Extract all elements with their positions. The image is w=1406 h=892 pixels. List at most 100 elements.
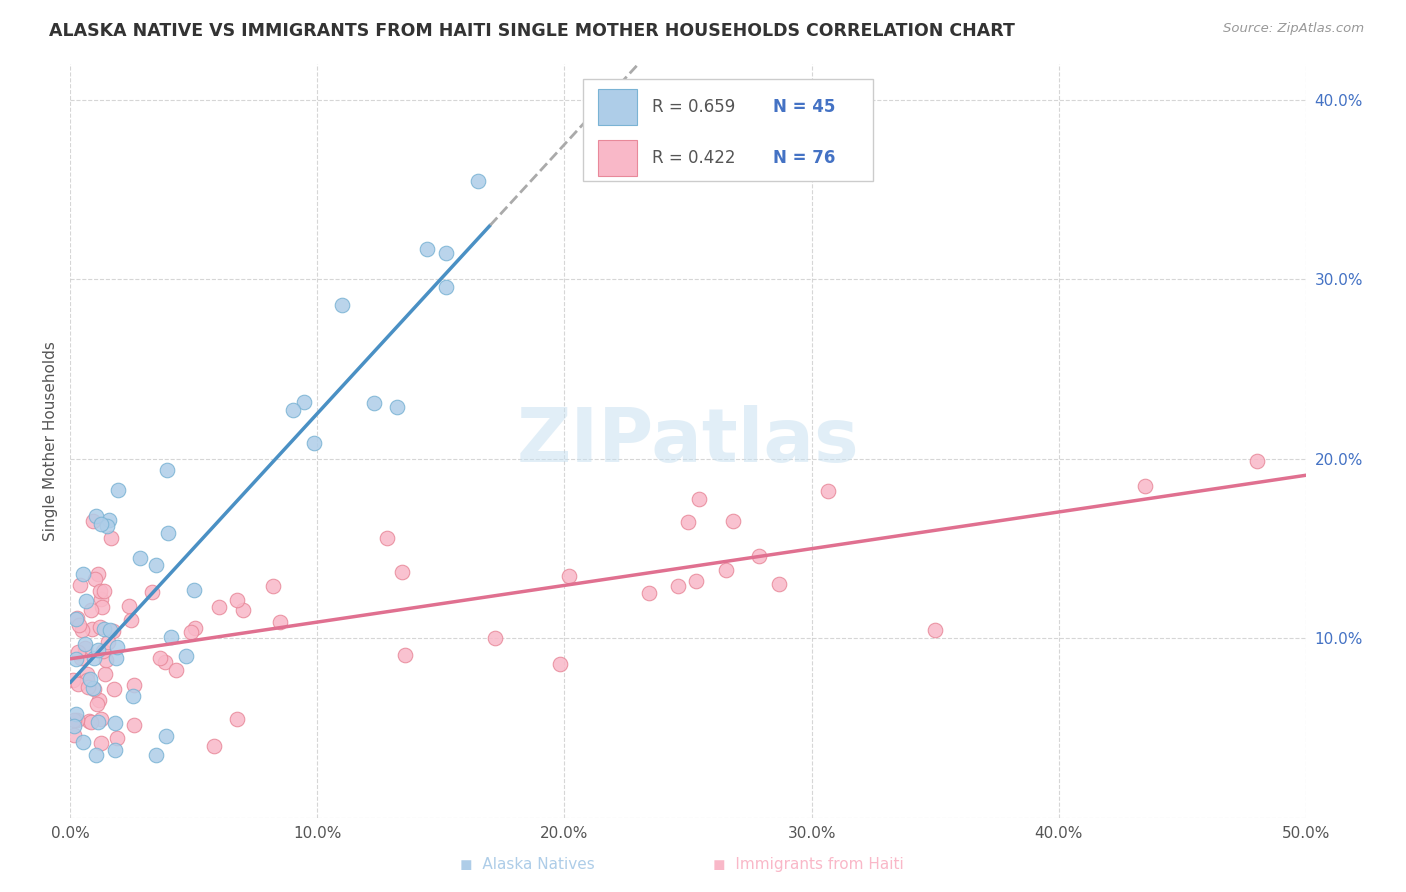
- Point: [184, 621, 207, 635]
- Point: [105, 640, 128, 654]
- Point: [120, 613, 142, 627]
- Point: [283, 403, 305, 417]
- Point: [83, 651, 105, 665]
- Point: [86, 697, 108, 711]
- Text: ALASKA NATIVE VS IMMIGRANTS FROM HAITI SINGLE MOTHER HOUSEHOLDS CORRELATION CHAR: ALASKA NATIVE VS IMMIGRANTS FROM HAITI S…: [49, 22, 1015, 40]
- FancyBboxPatch shape: [583, 79, 873, 181]
- Point: [65, 652, 87, 666]
- Point: [62, 673, 84, 687]
- Point: [817, 484, 839, 499]
- Point: [141, 585, 163, 599]
- Point: [676, 515, 699, 529]
- Point: [467, 174, 489, 188]
- Point: [118, 599, 141, 613]
- Text: N = 76: N = 76: [773, 149, 835, 167]
- Point: [76, 680, 98, 694]
- Point: [685, 574, 707, 589]
- Point: [90, 592, 112, 607]
- Point: [104, 716, 127, 731]
- Point: [768, 576, 790, 591]
- Point: [76, 667, 98, 681]
- Point: [67, 676, 90, 690]
- Point: [157, 526, 180, 541]
- Point: [69, 578, 91, 592]
- Point: [91, 599, 114, 614]
- Point: [558, 568, 581, 582]
- Point: [62, 719, 84, 733]
- Text: Source: ZipAtlas.com: Source: ZipAtlas.com: [1223, 22, 1364, 36]
- Point: [105, 731, 128, 745]
- FancyBboxPatch shape: [598, 140, 637, 176]
- Point: [65, 707, 87, 722]
- Point: [330, 298, 353, 312]
- Text: ◼  Alaska Natives: ◼ Alaska Natives: [460, 857, 595, 872]
- Point: [548, 657, 571, 672]
- Point: [96, 519, 118, 533]
- Point: [304, 436, 326, 450]
- Point: [668, 579, 690, 593]
- Point: [69, 651, 91, 665]
- Point: [93, 622, 115, 636]
- Point: [87, 643, 110, 657]
- Point: [62, 713, 84, 727]
- Point: [72, 567, 94, 582]
- Point: [122, 718, 145, 732]
- Point: [688, 491, 710, 506]
- Point: [105, 650, 128, 665]
- Point: [70, 624, 93, 638]
- Point: [394, 648, 416, 662]
- Point: [232, 602, 254, 616]
- Text: R = 0.422: R = 0.422: [652, 149, 735, 167]
- Point: [160, 630, 183, 644]
- Point: [149, 650, 172, 665]
- Point: [416, 242, 439, 256]
- Point: [101, 624, 124, 638]
- Point: [66, 611, 89, 625]
- Point: [63, 728, 86, 742]
- Point: [84, 509, 107, 524]
- Point: [90, 517, 112, 532]
- Point: [75, 637, 97, 651]
- Point: [183, 582, 205, 597]
- Point: [121, 689, 143, 703]
- Point: [226, 593, 249, 607]
- Point: [1135, 479, 1157, 493]
- Point: [292, 394, 315, 409]
- Point: [87, 567, 110, 582]
- Point: [226, 712, 249, 726]
- Point: [638, 586, 661, 600]
- Y-axis label: Single Mother Households: Single Mother Households: [44, 341, 58, 541]
- Point: [87, 715, 110, 730]
- Point: [107, 483, 129, 497]
- Point: [202, 739, 225, 754]
- Point: [84, 572, 107, 586]
- Point: [180, 625, 202, 640]
- Point: [73, 640, 96, 655]
- Point: [80, 602, 103, 616]
- Point: [721, 514, 744, 528]
- Point: [208, 599, 231, 614]
- Point: [96, 653, 118, 667]
- Point: [104, 742, 127, 756]
- Point: [89, 584, 111, 599]
- Point: [91, 644, 114, 658]
- Text: ◼  Immigrants from Haiti: ◼ Immigrants from Haiti: [713, 857, 904, 872]
- Point: [714, 563, 737, 577]
- Point: [165, 663, 187, 677]
- Point: [924, 623, 946, 637]
- Point: [82, 622, 104, 636]
- Point: [75, 594, 97, 608]
- Point: [97, 635, 120, 649]
- Point: [79, 672, 101, 686]
- Point: [128, 550, 150, 565]
- Point: [87, 693, 110, 707]
- Point: [65, 612, 87, 626]
- Point: [89, 620, 111, 634]
- Point: [363, 396, 385, 410]
- Point: [84, 748, 107, 763]
- Point: [385, 400, 408, 414]
- Point: [155, 655, 177, 669]
- Point: [80, 715, 103, 730]
- Point: [1246, 453, 1268, 467]
- Point: [82, 681, 104, 695]
